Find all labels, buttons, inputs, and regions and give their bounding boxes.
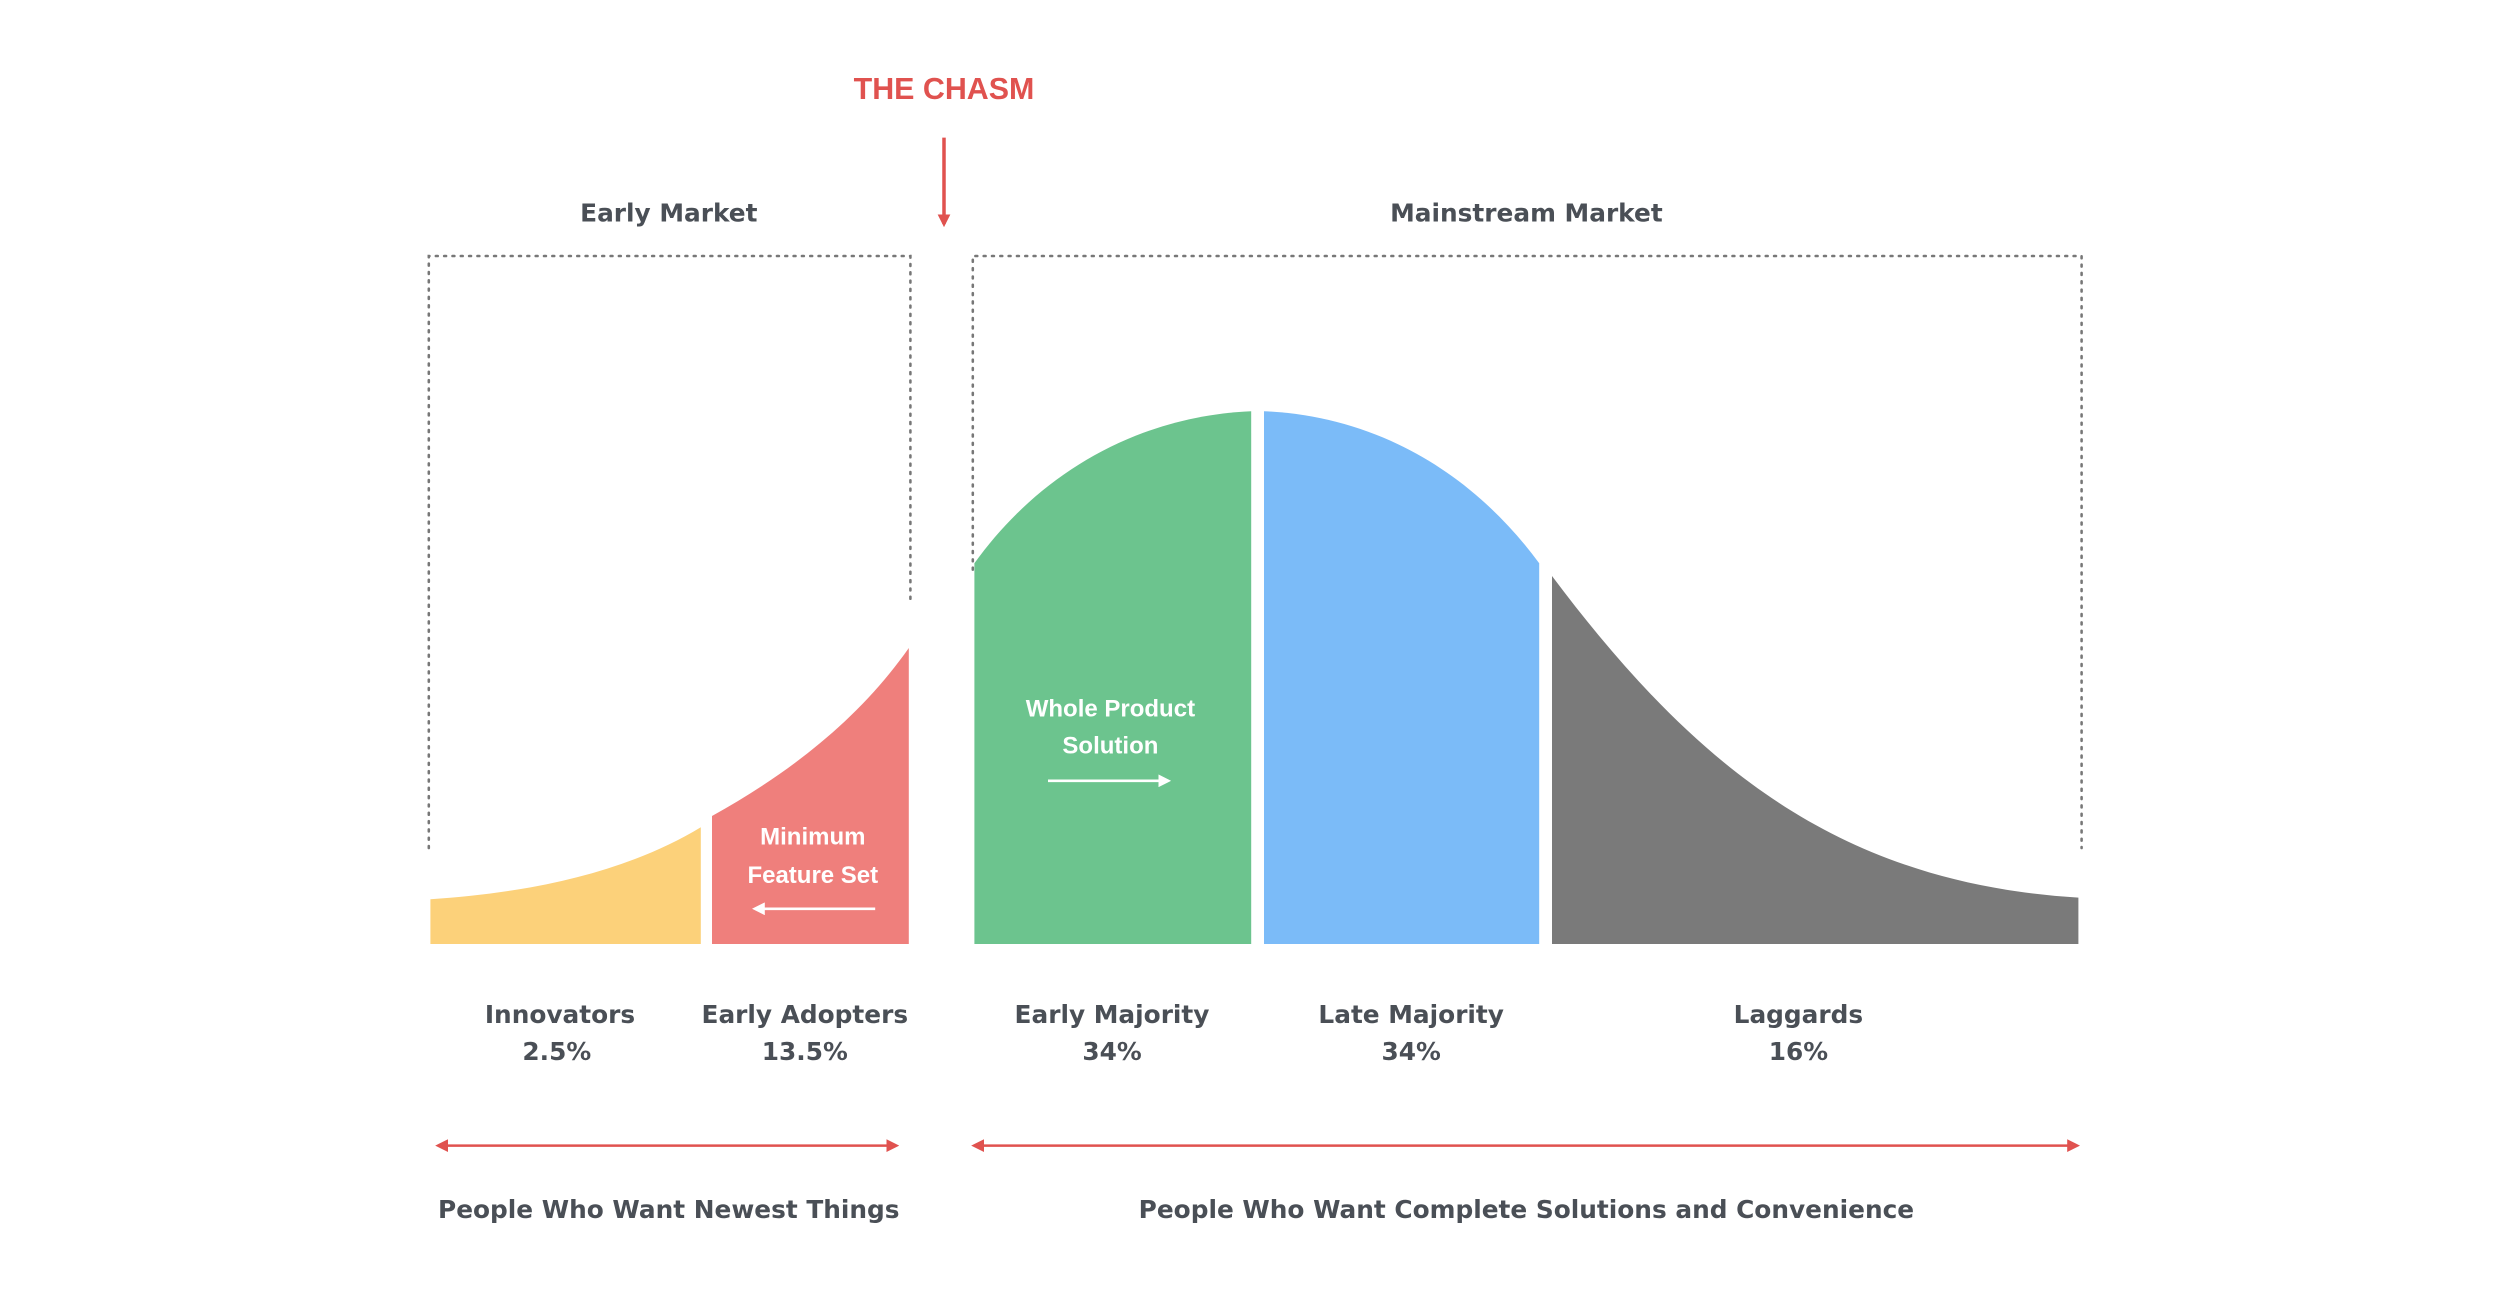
annotation-text: Minimum: [760, 824, 865, 851]
segment-share: 13.5%: [762, 1037, 848, 1066]
segment-share: 16%: [1769, 1037, 1829, 1066]
segment-share: 34%: [1382, 1037, 1442, 1066]
segment-name: Late Majority: [1318, 1000, 1504, 1029]
market-title: Early Market: [580, 198, 757, 227]
segment-name: Early Adopters: [702, 1000, 909, 1029]
segment-early-majority: [974, 411, 1252, 944]
segment-share: 2.5%: [522, 1037, 591, 1066]
market-description: People Who Want Complete Solutions and C…: [1139, 1195, 1914, 1224]
market-bracket: [971, 254, 2083, 850]
segment-name: Early Majority: [1015, 1000, 1210, 1029]
annotation-text: Feature Set: [747, 862, 878, 889]
segment-innovators: [430, 827, 701, 944]
chasm-label: THE CHASM: [854, 72, 1035, 106]
segment-late-majority: [1264, 411, 1540, 944]
market-description: People Who Want Newest Things: [438, 1195, 900, 1224]
segment-name: Laggards: [1734, 1000, 1864, 1029]
segment-name: Innovators: [485, 1000, 635, 1029]
segment-share: 34%: [1082, 1037, 1142, 1066]
market-title: Mainstream Market: [1390, 198, 1663, 227]
segment-early-adopters: [712, 648, 909, 944]
segment-laggards: [1552, 576, 2079, 944]
market-bracket: [427, 254, 912, 850]
annotation-text: Whole Product: [1026, 696, 1195, 723]
annotation-text: Solution: [1062, 733, 1158, 760]
